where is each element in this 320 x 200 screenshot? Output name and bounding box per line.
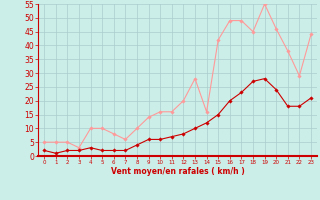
- X-axis label: Vent moyen/en rafales ( km/h ): Vent moyen/en rafales ( km/h ): [111, 167, 244, 176]
